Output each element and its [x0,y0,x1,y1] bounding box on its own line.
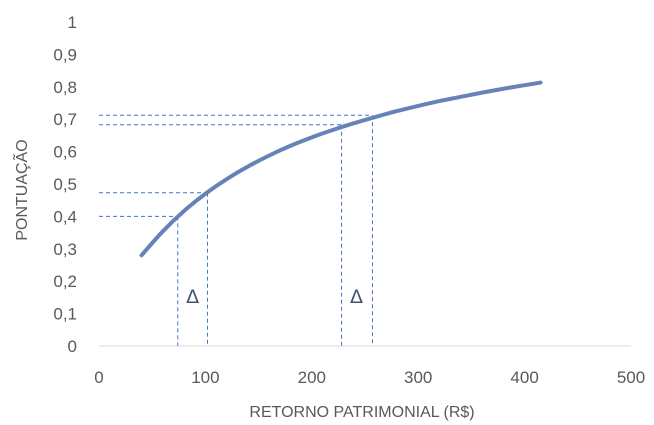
x-tick-label: 300 [404,368,432,387]
y-tick-label: 0,9 [53,45,77,64]
y-tick-label: 0,6 [53,143,77,162]
y-tick-label: 0,1 [53,305,77,324]
x-tick-label: 100 [191,368,219,387]
x-tick-label: 0 [94,368,103,387]
y-tick-label: 0,8 [53,78,77,97]
delta-annotation: Δ [186,286,199,308]
y-tick-label: 0,4 [53,207,77,226]
delta-annotation: Δ [350,286,363,308]
y-tick-label: 0,3 [53,240,77,259]
y-tick-label: 0,2 [53,272,77,291]
y-axis-title: PONTUAÇÃO [11,139,31,240]
y-tick-label: 0,5 [53,175,77,194]
y-tick-label: 0 [68,337,77,356]
x-tick-label: 400 [510,368,538,387]
y-tick-label: 0,7 [53,110,77,129]
x-tick-label: 200 [298,368,326,387]
reference-lines [99,114,373,346]
x-tick-label: 500 [617,368,645,387]
series-group [139,80,543,258]
axes: 0 0,1 0,2 0,3 0,4 0,5 0,6 0,7 0,8 0,9 1 0 100 200 300 4… [53,13,645,387]
x-axis-title: RETORNO PATRIMONIAL (R$) [249,404,474,421]
series-line [139,80,543,258]
y-tick-label: 1 [68,13,77,32]
